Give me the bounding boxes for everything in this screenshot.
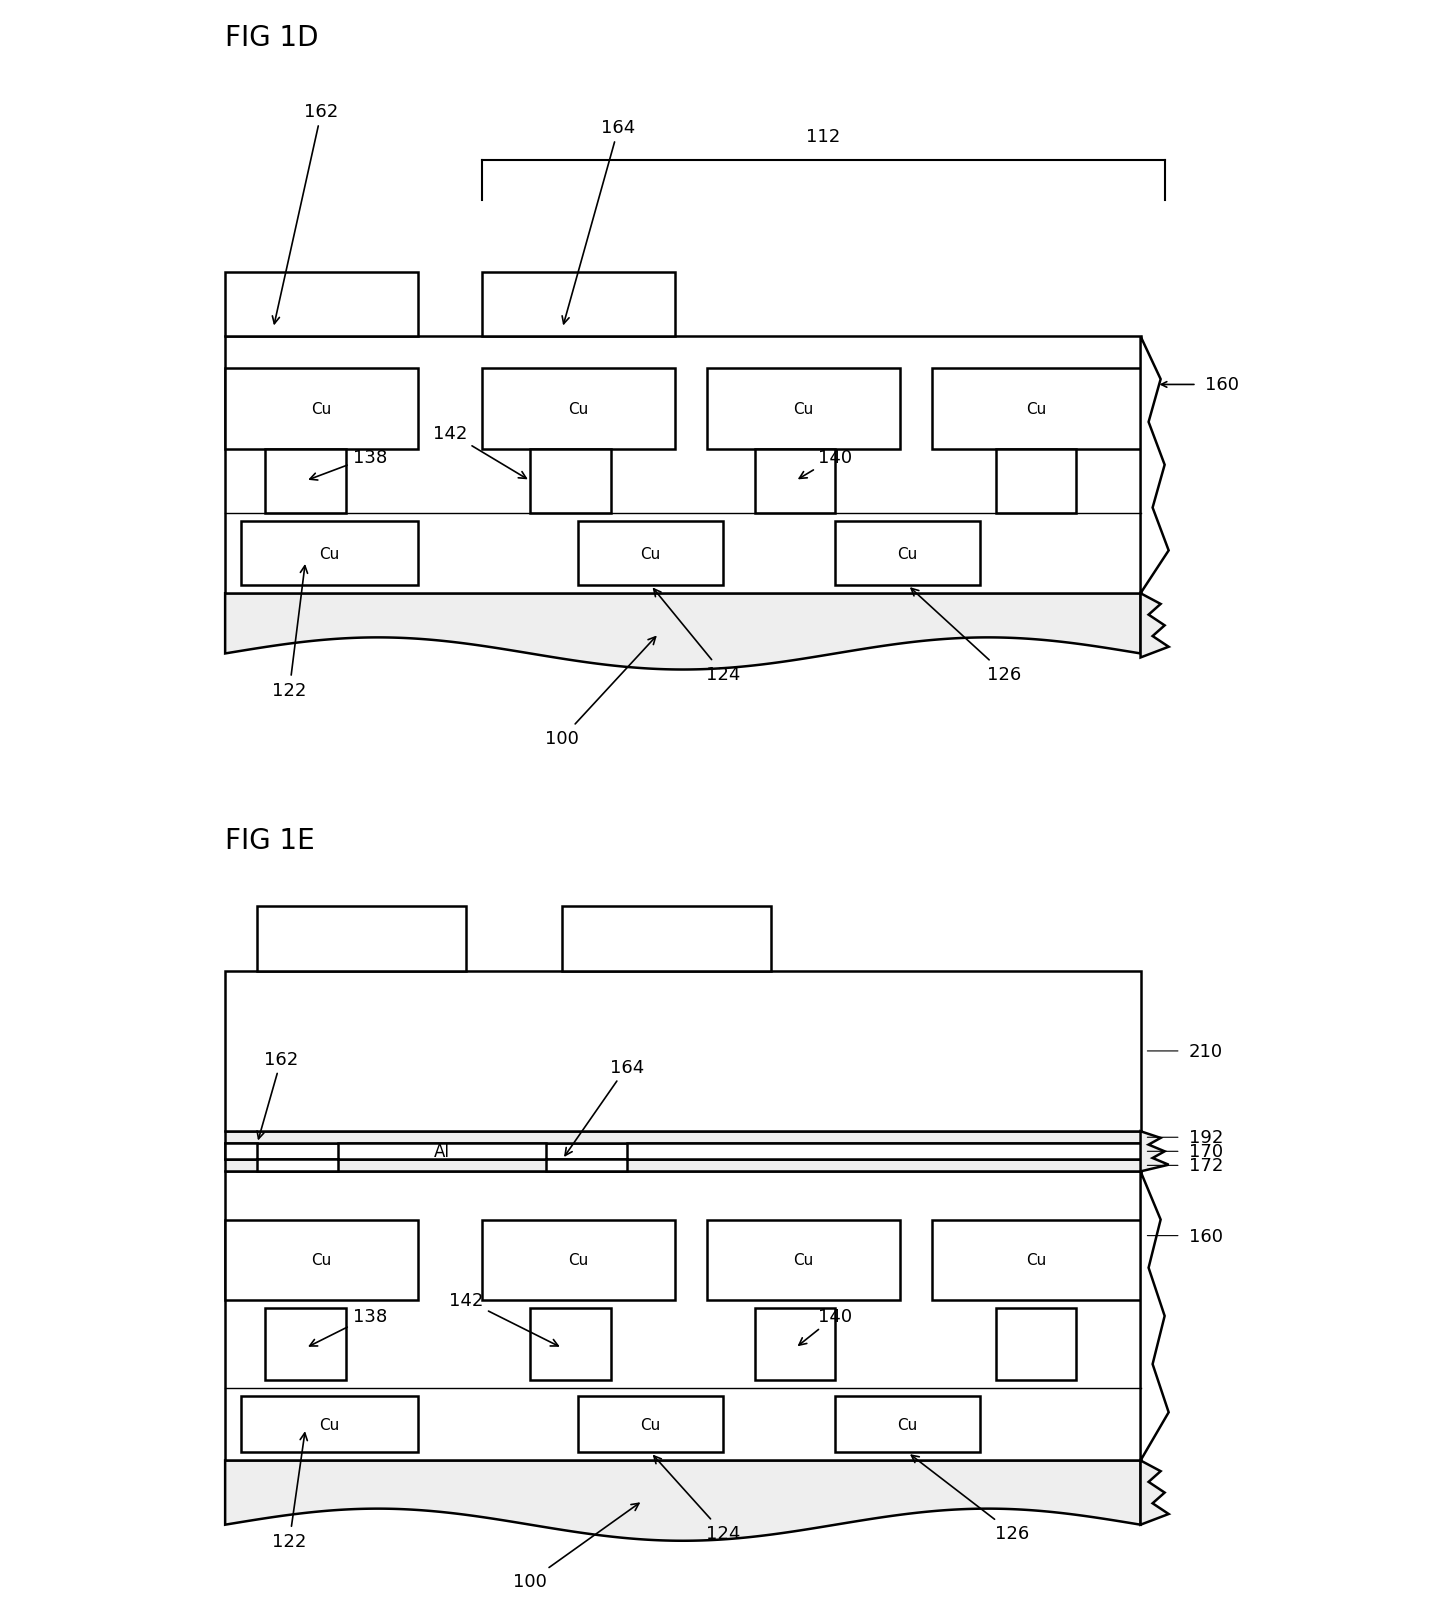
Text: 124: 124 (654, 589, 740, 684)
Text: 164: 164 (565, 1058, 643, 1156)
Bar (562, 907, 771, 971)
Bar (578, 522, 723, 586)
Text: Cu: Cu (794, 401, 814, 417)
Bar (265, 449, 346, 514)
Bar (482, 1220, 675, 1300)
Text: Cu: Cu (1027, 1252, 1047, 1268)
Polygon shape (226, 1143, 1141, 1172)
Text: 138: 138 (309, 1306, 388, 1347)
Polygon shape (1141, 1132, 1168, 1172)
Text: 126: 126 (911, 589, 1021, 684)
Polygon shape (1141, 1172, 1168, 1461)
Text: Cu: Cu (568, 1252, 589, 1268)
Text: Cu: Cu (311, 401, 331, 417)
Text: 126: 126 (911, 1456, 1030, 1542)
Text: 160: 160 (1205, 376, 1239, 395)
Text: 210: 210 (1189, 1042, 1223, 1061)
Bar (257, 907, 466, 971)
Text: Cu: Cu (1027, 401, 1047, 417)
Bar (996, 1308, 1076, 1380)
Text: 124: 124 (654, 1456, 740, 1542)
Bar (265, 1308, 346, 1380)
Text: Cu: Cu (568, 401, 589, 417)
Text: Cu: Cu (320, 546, 340, 562)
Text: 122: 122 (272, 1433, 308, 1550)
Bar (707, 1220, 899, 1300)
Text: 164: 164 (562, 119, 636, 324)
Bar (226, 1143, 1141, 1159)
Text: Cu: Cu (898, 546, 918, 562)
Text: 162: 162 (257, 1050, 298, 1140)
Bar (931, 1220, 1141, 1300)
Bar (482, 273, 675, 337)
Bar (226, 1220, 418, 1300)
Text: Al: Al (434, 1143, 450, 1160)
Text: FIG 1E: FIG 1E (226, 827, 315, 854)
Polygon shape (1141, 594, 1168, 658)
Bar (226, 1159, 1141, 1172)
Text: 112: 112 (807, 127, 840, 146)
Text: FIG 1D: FIG 1D (226, 24, 318, 51)
Text: Cu: Cu (898, 1417, 918, 1432)
Text: 192: 192 (1189, 1128, 1223, 1146)
Text: 140: 140 (798, 1306, 853, 1345)
Bar (226, 1172, 1141, 1461)
Bar (226, 369, 418, 449)
Text: Cu: Cu (794, 1252, 814, 1268)
Polygon shape (1141, 1461, 1168, 1525)
Polygon shape (1141, 337, 1168, 594)
Bar (482, 369, 675, 449)
Polygon shape (226, 594, 1141, 669)
Polygon shape (226, 1461, 1141, 1541)
Bar (226, 1132, 1141, 1143)
Text: 100: 100 (513, 1504, 639, 1591)
Bar (241, 522, 418, 586)
Bar (755, 1308, 836, 1380)
Bar (531, 1308, 610, 1380)
Bar (578, 1396, 723, 1453)
Text: 142: 142 (432, 424, 526, 480)
Text: 140: 140 (800, 448, 853, 480)
Bar (931, 369, 1141, 449)
Text: 160: 160 (1189, 1226, 1223, 1245)
Bar (755, 449, 836, 514)
Text: 122: 122 (272, 567, 308, 700)
Bar (226, 971, 1141, 1132)
Text: Cu: Cu (641, 1417, 661, 1432)
Bar (226, 337, 1141, 594)
Bar (836, 522, 980, 586)
Text: Cu: Cu (641, 546, 661, 562)
Text: 142: 142 (448, 1290, 558, 1347)
Bar (836, 1396, 980, 1453)
Bar (707, 369, 899, 449)
Bar (241, 1396, 418, 1453)
Text: 162: 162 (272, 103, 338, 324)
Text: 172: 172 (1189, 1157, 1223, 1175)
Text: 100: 100 (545, 637, 655, 748)
Text: 170: 170 (1189, 1143, 1223, 1160)
Text: Cu: Cu (311, 1252, 331, 1268)
Bar (226, 273, 418, 337)
Text: Cu: Cu (320, 1417, 340, 1432)
Text: 138: 138 (309, 448, 388, 481)
Bar (531, 449, 610, 514)
Bar (996, 449, 1076, 514)
